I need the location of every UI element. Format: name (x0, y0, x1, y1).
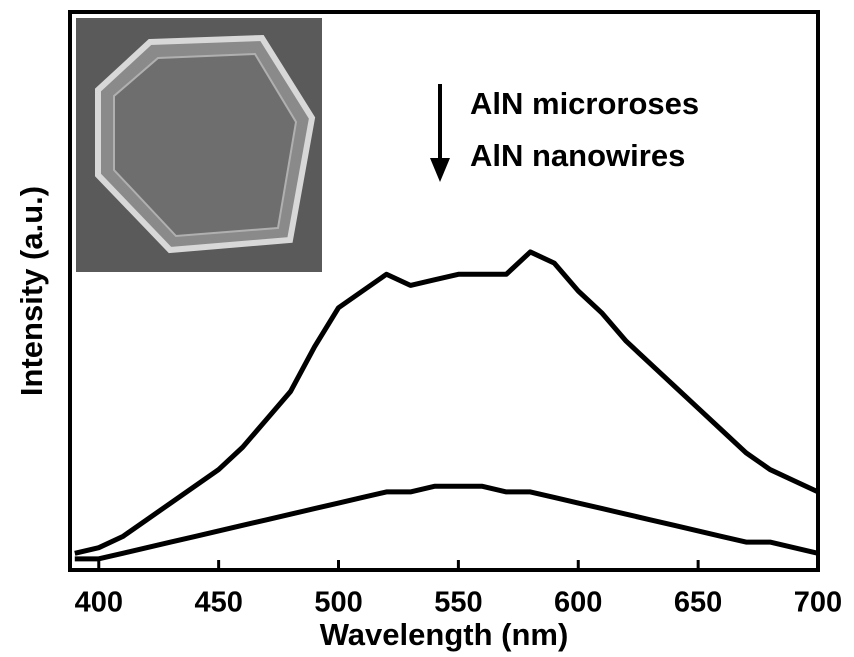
inset-image (76, 18, 322, 272)
legend-label: AlN nanowires (470, 138, 685, 173)
x-tick-label: 650 (674, 587, 722, 619)
x-tick-label: 500 (314, 587, 362, 619)
x-tick-label: 600 (554, 587, 602, 619)
x-axis-title: Wavelength (nm) (320, 617, 569, 652)
chart: Wavelength (nm) Intensity (a.u.) AlN mic… (0, 0, 854, 657)
x-tick-label: 700 (794, 587, 842, 619)
legend-arrow (430, 84, 450, 182)
x-tick-label: 450 (194, 587, 242, 619)
line-series (75, 486, 818, 559)
line-series (75, 252, 818, 553)
x-tick-label: 550 (434, 587, 482, 619)
x-tick-label: 400 (75, 587, 123, 619)
legend-label: AlN microroses (470, 86, 699, 121)
y-axis-title: Intensity (a.u.) (14, 186, 49, 396)
